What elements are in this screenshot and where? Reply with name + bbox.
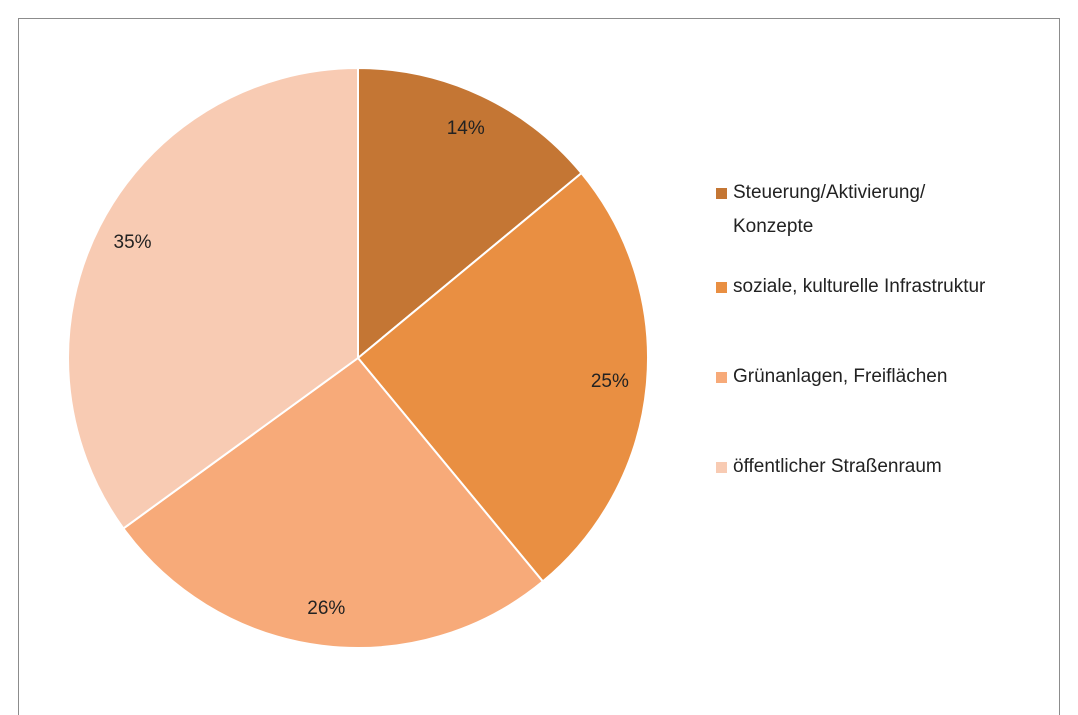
pie-slice <box>357 66 583 361</box>
legend-item: soziale, kulturelle Infrastruktur <box>716 270 985 304</box>
legend-swatch <box>716 372 727 383</box>
legend-label: Grünanlagen, Freiflächen <box>733 366 948 387</box>
pie-slice <box>356 171 649 583</box>
legend-label: öffentlicher Straßenraum <box>733 456 942 477</box>
pie-slice <box>67 66 359 530</box>
data-label: 14% <box>447 118 485 139</box>
legend-item: Grünanlagen, Freiflächen <box>716 360 947 394</box>
chart-frame <box>18 18 1060 715</box>
data-label: 26% <box>307 598 345 619</box>
legend-swatch <box>716 462 727 473</box>
data-label: 35% <box>114 232 152 253</box>
legend-item: öffentlicher Straßenraum <box>716 450 942 484</box>
pie-slice <box>121 356 545 649</box>
data-label: 25% <box>591 371 629 392</box>
legend-label: soziale, kulturelle Infrastruktur <box>733 276 986 297</box>
legend-swatch <box>716 282 727 293</box>
legend-swatch <box>716 188 727 199</box>
legend-label: Steuerung/Aktivierung/ Konzepte <box>733 182 926 237</box>
legend-item: Steuerung/Aktivierung/ Konzepte <box>716 176 925 244</box>
